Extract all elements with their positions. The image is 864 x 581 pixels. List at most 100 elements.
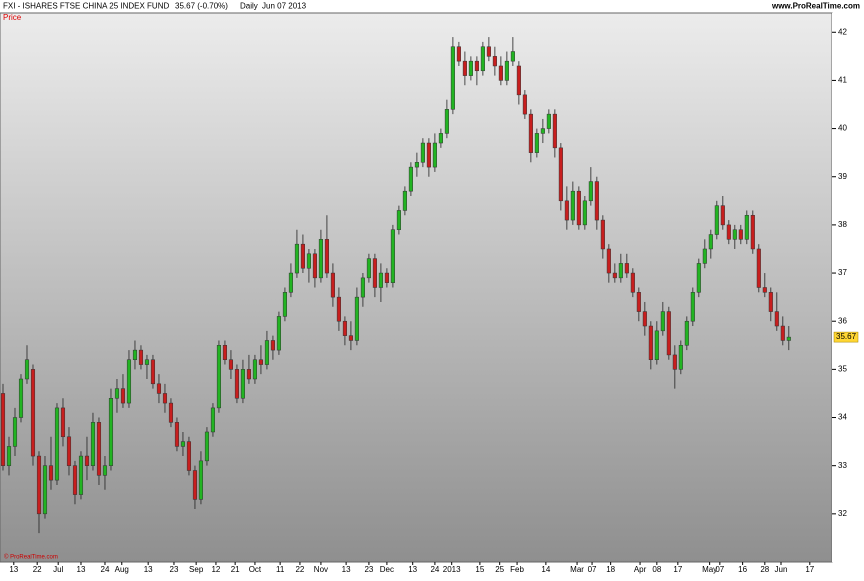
candle-body xyxy=(720,205,725,226)
candle-body xyxy=(6,446,12,466)
candle-body xyxy=(672,354,677,370)
candle-body xyxy=(606,248,611,274)
candle-body xyxy=(372,258,377,288)
x-tick-label: 13 xyxy=(9,565,18,574)
candle-body xyxy=(180,441,186,447)
candle-body xyxy=(786,336,791,341)
candle-body xyxy=(420,142,425,163)
candle-body xyxy=(576,190,581,226)
candle-body xyxy=(432,142,437,168)
candle-body xyxy=(378,272,383,288)
y-tick-label: 40 xyxy=(838,124,847,133)
candle-body xyxy=(492,56,497,67)
candle-body xyxy=(108,398,114,466)
candle-body xyxy=(138,349,144,365)
x-tick-label: Apr xyxy=(634,565,647,574)
candle-body xyxy=(504,60,509,81)
candle-body xyxy=(60,407,66,438)
candle-body xyxy=(738,229,743,240)
x-tick-label: 07 xyxy=(715,565,724,574)
candle-body xyxy=(174,422,180,447)
candle-body xyxy=(510,51,515,62)
date: Jun 07 2013 xyxy=(262,2,307,11)
candle-body xyxy=(270,340,275,351)
candle-body xyxy=(450,46,455,110)
candle-body xyxy=(588,181,593,202)
candle-body xyxy=(522,94,527,115)
candle-body xyxy=(618,263,623,279)
candle-body xyxy=(684,320,689,346)
candle-body xyxy=(24,359,30,380)
candle-body xyxy=(30,369,36,457)
x-tick-label: 22 xyxy=(33,565,42,574)
candle-body xyxy=(204,431,209,462)
candle-body xyxy=(516,65,521,96)
candle-body xyxy=(336,296,341,322)
candle-body xyxy=(546,113,551,129)
candle-body xyxy=(348,335,353,341)
candle-body xyxy=(414,162,419,168)
candle-body xyxy=(258,359,263,365)
candle-body xyxy=(48,465,54,481)
candle-body xyxy=(750,215,755,250)
candle-body xyxy=(330,272,335,298)
x-tick-label: 13 xyxy=(77,565,86,574)
x-tick-label: Nov xyxy=(314,565,328,574)
x-tick-label: May xyxy=(702,565,717,574)
candle-body xyxy=(480,46,485,72)
y-tick-label: 41 xyxy=(838,76,847,85)
candle-body xyxy=(474,60,479,72)
candle-body xyxy=(72,465,78,495)
y-tick-label: 35 xyxy=(838,364,847,373)
candle-body xyxy=(498,65,503,81)
candle-body xyxy=(300,243,305,269)
candle-body xyxy=(306,253,311,269)
candle-body xyxy=(564,200,569,221)
x-tick-label: 23 xyxy=(170,565,179,574)
candle-body xyxy=(54,407,60,481)
candle-body xyxy=(318,239,323,279)
candle-body xyxy=(570,190,575,221)
last-price-box xyxy=(833,331,859,343)
x-tick-label: 13 xyxy=(144,565,153,574)
x-tick-label: 21 xyxy=(231,565,240,574)
candle-body xyxy=(186,441,192,471)
symbol-title: FXI - ISHARES FTSE CHINA 25 INDEX FUND xyxy=(3,2,169,11)
period: Daily xyxy=(240,2,258,11)
y-tick-label: 38 xyxy=(838,220,847,229)
candle-body xyxy=(744,215,749,240)
x-tick-label: 28 xyxy=(760,565,769,574)
candle-body xyxy=(36,455,42,515)
candle-body xyxy=(126,359,132,404)
panel-label: Price xyxy=(3,13,22,22)
candle-body xyxy=(396,210,401,230)
x-tick-label: 17 xyxy=(805,565,814,574)
y-tick-label: 37 xyxy=(838,268,847,277)
x-tick-label: 16 xyxy=(738,565,747,574)
candle-body xyxy=(444,109,449,134)
brand: www.ProRealTime.com xyxy=(771,2,860,11)
candle-body xyxy=(486,46,491,57)
candle-body xyxy=(408,166,413,192)
price-axis-panel xyxy=(832,13,864,562)
x-tick-label: 12 xyxy=(211,565,220,574)
x-tick-label: 08 xyxy=(652,565,661,574)
candle-body xyxy=(660,311,665,332)
candle-body xyxy=(360,277,365,298)
x-tick-label: 11 xyxy=(276,565,285,574)
candle-body xyxy=(540,128,545,134)
x-tick-label: 07 xyxy=(588,565,597,574)
candle-body xyxy=(726,224,731,240)
candle-body xyxy=(390,229,395,283)
x-tick-label: Mar xyxy=(570,565,584,574)
candle-body xyxy=(144,359,150,365)
candle-body xyxy=(654,330,659,360)
candle-body xyxy=(468,60,473,76)
candle-body xyxy=(756,248,761,288)
candle-body xyxy=(96,422,102,476)
candle-body xyxy=(708,234,713,250)
candle-body xyxy=(192,470,198,500)
candle-body xyxy=(456,46,461,62)
candle-body xyxy=(66,436,72,466)
